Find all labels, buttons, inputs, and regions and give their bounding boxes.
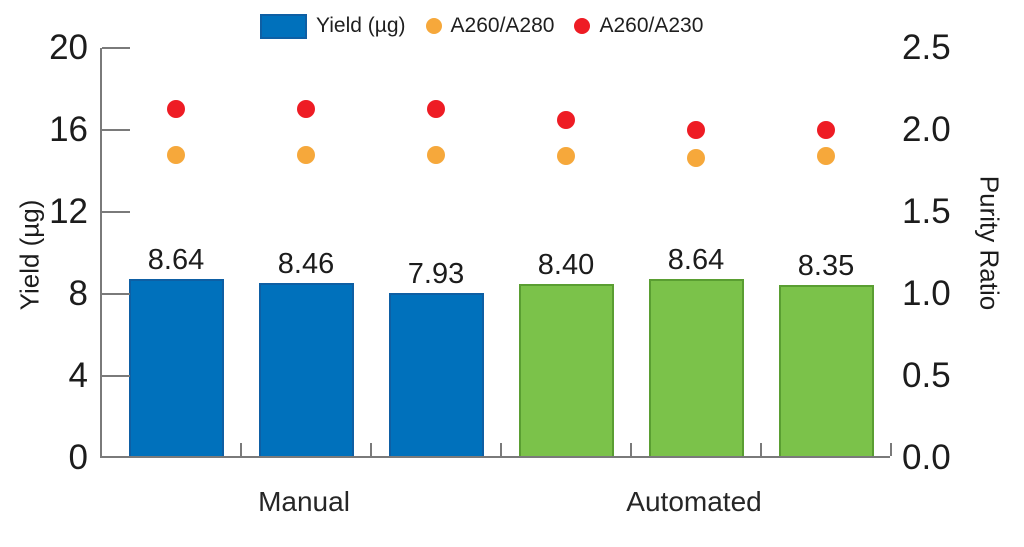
marker-dot-a260-a280 [167, 145, 185, 164]
x-axis-end-tick [890, 443, 892, 456]
marker-dot-a260-a230 [427, 99, 445, 118]
bar-value-label: 8.40 [537, 248, 595, 281]
marker-dot-a260-a230 [817, 121, 835, 139]
x-axis-tick [370, 443, 372, 456]
group-label: Automated [626, 486, 762, 517]
left-tick-label: 8 [68, 274, 88, 313]
legend-dot-a260-a230-icon [574, 18, 591, 34]
right-tick-label: 1.0 [902, 274, 951, 313]
marker-dot-a260-a280 [687, 148, 705, 167]
bar-value-label: 8.35 [797, 249, 855, 282]
y-axis-tick [102, 293, 130, 295]
bar [518, 283, 614, 456]
bar [778, 284, 874, 456]
left-tick-label: 16 [49, 110, 88, 149]
right-tick-label: 2.0 [902, 110, 951, 149]
legend: Yield (µg) A260/A280 A260/A230 [260, 11, 723, 41]
bar [128, 278, 224, 456]
bar [388, 293, 484, 456]
left-tick-label: 4 [68, 356, 88, 395]
x-axis-tick [500, 443, 502, 456]
left-tick-label: 20 [49, 28, 88, 67]
y-axis-tick [102, 47, 130, 49]
bar [648, 278, 744, 456]
bar [258, 282, 354, 456]
legend-swatch-yield-icon [260, 13, 307, 39]
legend-dot-a260-a280-icon [425, 18, 442, 34]
bar-value-label: 8.46 [277, 247, 335, 280]
legend-label-yield: Yield (µg) [316, 14, 406, 37]
legend-label-a260-a280: A260/A280 [450, 14, 555, 37]
right-tick-label: 1.5 [902, 192, 951, 231]
left-tick-label: 0 [68, 438, 88, 477]
bar-value-label: 7.93 [407, 258, 465, 291]
x-axis-tick [630, 443, 632, 456]
x-axis-tick [760, 443, 762, 456]
marker-dot-a260-a230 [167, 99, 185, 118]
y-axis-tick [102, 375, 130, 377]
bar-value-label: 8.64 [667, 243, 725, 276]
marker-dot-a260-a280 [817, 147, 835, 166]
marker-dot-a260-a280 [427, 145, 445, 164]
marker-dot-a260-a230 [687, 121, 705, 139]
y-axis-tick [102, 129, 130, 131]
plot-area: 8.64 8.46 7.93 8.40 8.64 8.35 [100, 47, 892, 458]
marker-dot-a260-a280 [557, 147, 575, 166]
left-tick-label: 12 [49, 192, 88, 231]
group-label: Manual [258, 486, 350, 517]
legend-label-a260-a230: A260/A230 [599, 14, 704, 37]
right-tick-label: 0.0 [902, 438, 951, 477]
right-tick-label: 2.5 [902, 28, 951, 67]
marker-dot-a260-a280 [297, 145, 315, 164]
x-axis-tick [240, 443, 242, 456]
y-axis-tick [102, 211, 130, 213]
bar-value-label: 8.64 [147, 243, 205, 276]
right-tick-label: 0.5 [902, 356, 951, 395]
marker-dot-a260-a230 [557, 111, 575, 130]
marker-dot-a260-a230 [297, 99, 315, 118]
